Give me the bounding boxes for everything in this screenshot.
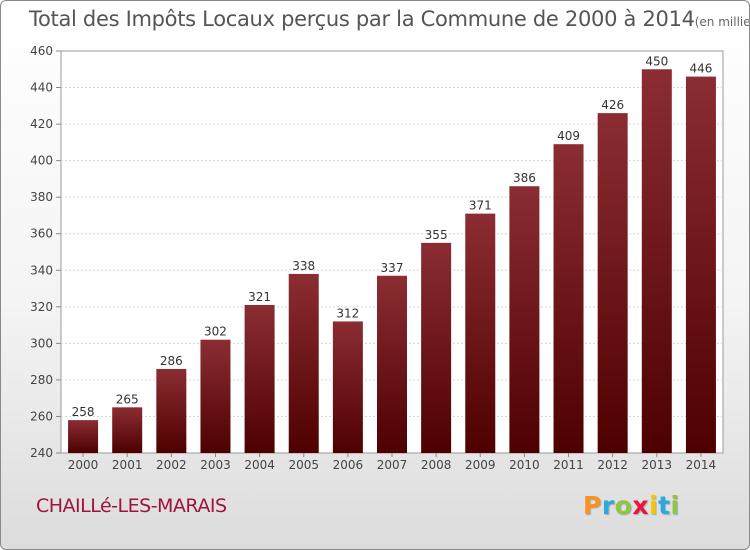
bar-2010 (509, 186, 540, 453)
logo-letter: P (583, 491, 602, 520)
y-axis-ticks: 240 260 280 300 320 340 360 380 400 420 440 460 (30, 44, 61, 460)
data-label-2013: 450 (645, 54, 668, 68)
y-tick-label-400: 400 (30, 154, 53, 168)
bar-2004 (244, 304, 275, 453)
data-label-2014: 446 (689, 62, 712, 76)
proxiti-logo: Proxiti (583, 491, 680, 520)
logo-letter: t (658, 491, 671, 520)
x-tick-label-2005: 2005 (288, 458, 319, 472)
bar-2008 (421, 242, 452, 453)
x-tick-label-2014: 2014 (686, 458, 717, 472)
data-label-2004: 321 (248, 290, 271, 304)
commune-name: CHAILLé-LES-MARAIS (36, 495, 227, 517)
bar-2007 (377, 275, 407, 453)
data-label-2011: 409 (557, 129, 580, 143)
title-unit: (en milliers d'€) (694, 15, 750, 29)
y-tick-label-380: 380 (30, 190, 53, 204)
data-label-2001: 265 (116, 392, 139, 406)
data-label-2000: 258 (72, 405, 95, 419)
bar-2001 (112, 407, 143, 453)
data-label-2002: 286 (160, 354, 183, 368)
bar-2005 (288, 273, 319, 453)
logo-letter: i (670, 491, 680, 520)
data-label-2009: 371 (469, 199, 492, 213)
y-tick-label-280: 280 (30, 373, 53, 387)
data-labels: 258 265 286 302 321 338 312 337 355 371 386 409 426 4… (72, 54, 713, 419)
bar-2006 (332, 321, 363, 453)
y-tick-label-460: 460 (30, 44, 53, 58)
bar-2009 (465, 213, 496, 453)
bar-2013 (641, 69, 672, 453)
x-tick-label-2008: 2008 (421, 458, 452, 472)
y-tick-label-240: 240 (30, 446, 53, 460)
x-tick-label-2009: 2009 (465, 458, 496, 472)
data-label-2010: 386 (513, 171, 536, 185)
x-tick-label-2002: 2002 (156, 458, 187, 472)
x-tick-label-2000: 2000 (68, 458, 99, 472)
x-tick-label-2010: 2010 (509, 458, 540, 472)
logo-letter: i (649, 491, 659, 520)
title-text: Total des Impôts Locaux perçus par la Co… (29, 7, 695, 31)
bar-2002 (156, 368, 187, 453)
bar-2000 (68, 420, 99, 453)
y-tick-label-440: 440 (30, 81, 53, 95)
y-tick-label-360: 360 (30, 227, 53, 241)
x-tick-label-2013: 2013 (642, 458, 673, 472)
logo-letter: o (614, 491, 633, 520)
data-label-2005: 338 (292, 259, 315, 273)
x-axis-ticks: 2000 2001 2002 2003 2004 2005 2006 2007 2008 2009… (68, 453, 716, 472)
data-label-2008: 355 (425, 228, 448, 242)
y-tick-label-260: 260 (30, 409, 53, 423)
y-tick-label-320: 320 (30, 300, 53, 314)
bar-2014 (685, 76, 716, 453)
data-label-2003: 302 (204, 325, 227, 339)
x-tick-label-2001: 2001 (112, 458, 143, 472)
bar-2003 (200, 339, 231, 453)
y-tick-label-420: 420 (30, 117, 53, 131)
x-tick-label-2003: 2003 (200, 458, 231, 472)
x-tick-label-2007: 2007 (377, 458, 408, 472)
data-label-2006: 312 (336, 306, 359, 320)
chart-title: Total des Impôts Locaux perçus par la Co… (29, 7, 750, 31)
data-label-2012: 426 (601, 98, 624, 112)
bar-2012 (597, 113, 628, 454)
x-tick-label-2004: 2004 (244, 458, 275, 472)
x-tick-label-2012: 2012 (597, 458, 628, 472)
data-label-2007: 337 (381, 261, 404, 275)
bars (68, 69, 716, 454)
x-tick-label-2011: 2011 (553, 458, 584, 472)
logo-letter: x (632, 491, 649, 520)
bar-2011 (553, 144, 584, 453)
y-tick-label-340: 340 (30, 263, 53, 277)
y-tick-label-300: 300 (30, 336, 53, 350)
logo-letter: r (601, 491, 615, 520)
x-tick-label-2006: 2006 (333, 458, 364, 472)
